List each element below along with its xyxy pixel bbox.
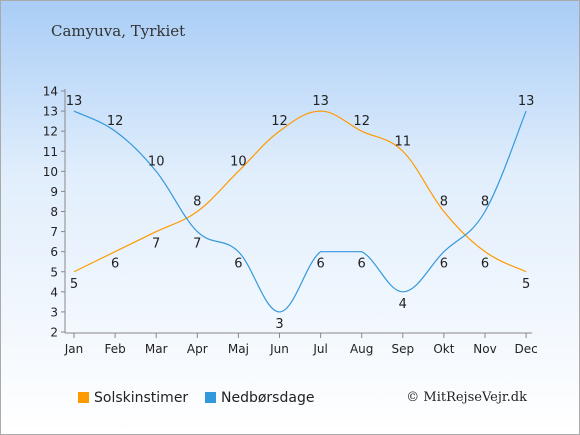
x-tick-label: Nov <box>473 342 496 356</box>
x-tick-label: Jan <box>64 342 84 356</box>
y-tick-label: 8 <box>50 205 58 219</box>
chart-title: Camyuva, Tyrkiet <box>51 22 186 40</box>
x-tick-label: Jun <box>269 342 289 356</box>
data-label-sun: 11 <box>395 134 412 149</box>
data-label-rain: 10 <box>148 154 165 169</box>
y-tick-label: 2 <box>50 326 58 340</box>
x-tick-label: Sep <box>391 342 414 356</box>
x-tick-label: Jul <box>312 342 327 356</box>
x-tick-label: Maj <box>228 342 249 356</box>
copyright-text: © MitRejseVejr.dk <box>406 390 527 405</box>
data-label-rain: 6 <box>440 257 448 272</box>
data-label-rain: 13 <box>518 94 535 109</box>
y-tick-label: 14 <box>43 85 58 99</box>
legend-swatch-rain <box>205 392 216 403</box>
legend-item-sun: Solskinstimer <box>78 390 188 406</box>
y-tick-label: 3 <box>50 305 58 319</box>
data-label-rain: 8 <box>481 195 489 210</box>
data-label-rain: 6 <box>234 257 242 272</box>
data-label-rain: 13 <box>66 94 83 109</box>
data-label-rain: 3 <box>275 317 283 332</box>
data-label-rain: 12 <box>107 114 124 129</box>
x-tick-label: Aug <box>350 342 373 356</box>
y-tick-label: 5 <box>50 265 58 279</box>
data-label-sun: 6 <box>481 257 489 272</box>
y-tick-label: 9 <box>50 185 58 199</box>
x-tick-label: Apr <box>187 342 208 356</box>
y-tick-label: 7 <box>50 225 58 239</box>
series-line-sun <box>73 110 527 273</box>
legend-label-rain: Nedbørsdage <box>221 390 315 406</box>
data-label-sun: 12 <box>353 114 370 129</box>
data-label-rain: 6 <box>316 257 324 272</box>
series-line-rain <box>73 110 527 313</box>
data-label-sun: 13 <box>312 94 329 109</box>
y-tick-label: 12 <box>43 125 58 139</box>
data-label-sun: 5 <box>70 277 78 292</box>
data-label-sun: 6 <box>111 257 119 272</box>
legend-item-rain: Nedbørsdage <box>205 390 314 406</box>
x-tick-label: Dec <box>514 342 537 356</box>
y-tick-label: 4 <box>50 285 58 299</box>
data-label-sun: 5 <box>522 277 530 292</box>
x-tick-label: Okt <box>433 342 454 356</box>
data-label-rain: 4 <box>399 297 407 312</box>
data-label-sun: 8 <box>193 195 201 210</box>
data-label-sun: 8 <box>440 195 448 210</box>
y-tick-label: 13 <box>43 105 58 119</box>
y-tick-label: 11 <box>43 145 58 159</box>
data-label-sun: 7 <box>152 237 160 252</box>
y-tick-label: 10 <box>43 165 58 179</box>
y-tick-label: 6 <box>50 245 58 259</box>
legend-label-sun: Solskinstimer <box>94 390 189 406</box>
data-label-rain: 6 <box>358 257 366 272</box>
data-label-sun: 10 <box>230 154 247 169</box>
x-tick-label: Feb <box>104 342 125 356</box>
data-label-sun: 12 <box>271 114 288 129</box>
legend-swatch-sun <box>78 392 89 403</box>
x-tick-label: Mar <box>145 342 168 356</box>
data-label-rain: 7 <box>193 237 201 252</box>
